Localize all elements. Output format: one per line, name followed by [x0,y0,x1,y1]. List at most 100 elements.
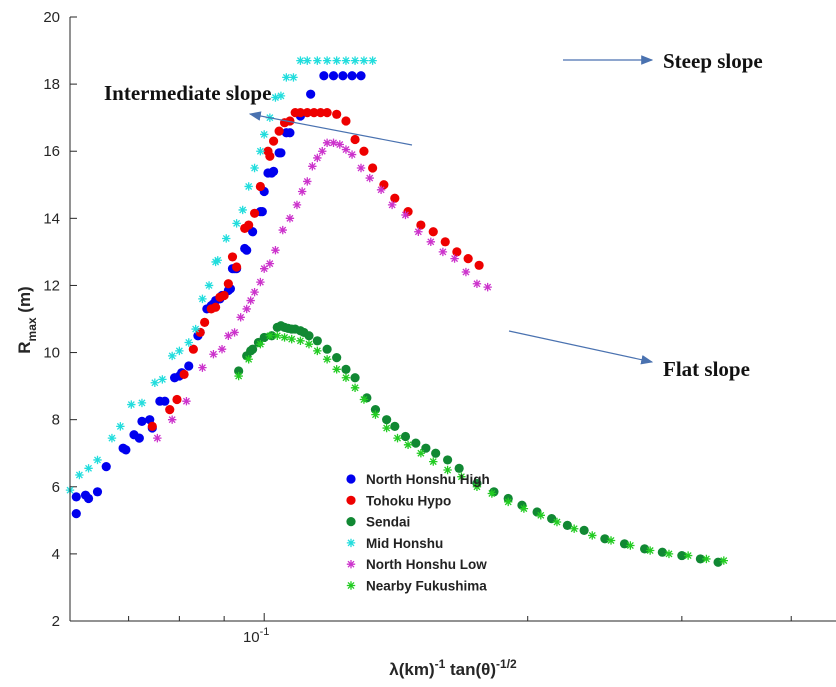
data-point [547,514,557,524]
x-tick-label: 10-1 [243,626,269,646]
data-point [452,247,462,257]
data-point [209,350,218,359]
data-point [322,344,332,354]
data-point [195,327,205,338]
data-point [101,462,111,472]
data-point [341,116,351,126]
data-point [474,260,484,270]
data-point [313,346,322,356]
data-point [376,185,386,195]
y-tick-label: 6 [52,479,60,496]
legend-marker [346,495,356,505]
legend-item: North Honshu High [346,472,490,487]
y-axis-title-main: R [15,341,34,353]
data-point [285,116,295,126]
data-point [213,256,222,265]
data-point [579,525,589,536]
data-point [393,433,402,443]
annotation-label: Steep slope [663,49,763,73]
data-point [271,93,280,102]
series-nearby-fukushima [234,331,729,565]
legend-label: Sendai [366,515,410,530]
data-point [265,259,275,268]
data-point [438,247,448,257]
data-point [248,344,258,354]
data-point [569,524,579,533]
data-point [127,400,136,409]
data-point [401,210,410,220]
data-point [440,237,450,247]
data-point [414,227,423,236]
data-point [242,304,251,314]
data-point [626,541,635,550]
legend-item: Tohoku Hypo [346,493,451,508]
data-point [244,220,254,230]
x-tick-exponent: -1 [260,626,270,638]
data-point [454,463,464,473]
x-tick-base: 10 [243,629,260,646]
data-point [303,177,312,186]
annotation-label: Intermediate slope [104,81,271,105]
data-point [322,355,332,364]
data-point [519,504,529,513]
data-point [431,448,441,458]
series-mid-honshu [65,56,377,495]
data-point [137,416,147,426]
data-point [172,394,182,405]
data-point [319,71,329,81]
y-axis-title: Rmax (m) [15,286,39,353]
data-point [356,71,366,81]
data-point [309,108,319,118]
data-point [657,547,667,557]
data-point [256,339,265,349]
data-point [368,163,378,173]
data-point [303,56,312,65]
data-point [280,333,289,342]
y-axis-title-sub: max [25,317,39,341]
data-point [256,277,265,287]
x-axis-title-sup1: -1 [435,657,446,671]
data-point [416,220,426,230]
data-point [332,109,342,119]
data-point [457,472,466,481]
legend-marker [346,581,356,590]
legend-label: Tohoku Hypo [366,493,451,508]
data-point [338,71,348,81]
data-point [222,234,231,243]
data-point [702,554,711,564]
data-point [147,421,157,431]
legend-marker [346,560,356,569]
legend-marker [346,538,356,548]
data-point [292,200,302,210]
data-point [257,207,267,217]
data-point [259,264,269,273]
data-point [371,410,380,419]
data-point [443,455,453,465]
legend-label: Nearby Fukushima [366,579,487,594]
data-point [332,56,341,65]
legend-marker [346,517,356,527]
data-point [719,556,729,565]
data-point [83,493,94,504]
data-point [313,56,322,65]
data-point [322,56,332,65]
data-point [230,328,239,337]
data-point [504,497,513,507]
data-point [227,252,238,262]
x-axis-title-sup2: -1/2 [496,657,517,671]
data-point [552,517,562,527]
data-point [158,375,167,384]
x-axis-title: λ(km)-1 tan(θ)-1/2 [389,657,517,679]
data-point [350,56,360,65]
data-point [472,279,482,288]
data-point [250,287,259,297]
x-axis-title-mid: tan(θ) [445,660,496,679]
data-point [200,317,210,327]
legend-item: Nearby Fukushima [346,579,487,594]
data-point [246,296,255,305]
x-axis-title-main: λ(km) [389,660,434,679]
data-point [302,108,312,118]
data-point [664,549,674,559]
legend-label: Mid Honshu [366,536,443,551]
